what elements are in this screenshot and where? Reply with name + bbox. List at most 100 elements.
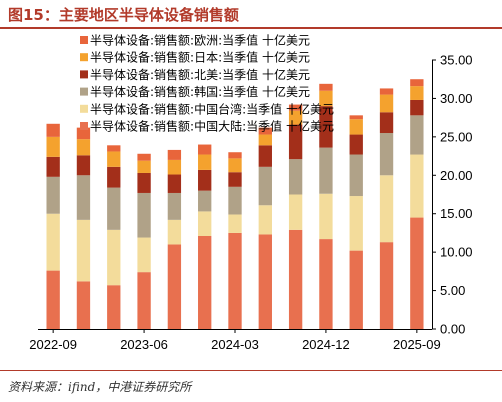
bar-segment-2-5 <box>198 190 212 212</box>
legend-swatch-5 <box>80 36 88 44</box>
bar-segment-3-9 <box>319 106 333 148</box>
legend-swatch-3 <box>80 70 88 79</box>
bar-segment-5-1 <box>76 127 91 140</box>
bar-segment-5-11 <box>379 88 394 95</box>
x-tick-label-0: 2022-09 <box>29 337 77 352</box>
bar-segment-4-10 <box>349 119 363 135</box>
bar-segment-2-8 <box>288 159 303 195</box>
bar-segment-1-4 <box>167 219 182 245</box>
y-tick-label-1: 5.00 <box>440 283 465 298</box>
bar-segment-3-6 <box>228 172 242 187</box>
x-tick-label-4: 2025-09 <box>393 337 441 352</box>
bar-segment-3-7 <box>258 145 272 167</box>
bar-segment-0-7 <box>258 234 272 329</box>
y-tick-label-0: 0.00 <box>440 322 465 337</box>
bar-segment-0-2 <box>107 285 121 329</box>
x-tick-label-3: 2024-12 <box>302 337 350 352</box>
bar-segment-1-0 <box>46 213 60 271</box>
legend-label-5: 半导体设备:销售额:欧洲:当季值 十亿美元 <box>90 33 310 48</box>
footer-rule <box>0 370 502 371</box>
bar-segment-1-8 <box>288 194 303 230</box>
bar-segment-4-12 <box>410 86 424 100</box>
legend-swatch-2 <box>80 87 88 96</box>
figure-title: 图15：主要地区半导体设备销售额 <box>8 6 239 24</box>
bar-segment-3-4 <box>167 174 182 193</box>
bar-segment-3-11 <box>379 112 394 134</box>
bar-segment-2-10 <box>349 154 363 197</box>
bar-segment-0-6 <box>228 232 242 329</box>
bar-segment-2-1 <box>76 175 91 220</box>
bar-segment-5-5 <box>198 144 212 155</box>
bar-segment-4-1 <box>76 139 91 156</box>
bar-segment-4-5 <box>198 154 212 170</box>
bars-layer <box>46 79 424 329</box>
y-tick-label-2: 10.00 <box>440 245 473 260</box>
bar-segment-5-12 <box>410 79 424 87</box>
y-tick-label-3: 15.00 <box>440 206 473 221</box>
bar-segment-4-9 <box>319 90 333 107</box>
bar-segment-4-11 <box>379 94 394 113</box>
y-tick-label-6: 30.00 <box>440 91 473 106</box>
bar-segment-1-3 <box>137 237 151 273</box>
bar-segment-5-7 <box>258 127 272 135</box>
bar-segment-4-6 <box>228 158 242 173</box>
bar-segment-0-8 <box>288 229 303 329</box>
legend-swatch-1 <box>80 104 88 113</box>
y-tick-label-4: 20.00 <box>440 168 473 183</box>
bar-segment-0-4 <box>167 244 182 329</box>
bar-segment-1-6 <box>228 214 242 233</box>
bar-segment-2-12 <box>410 115 424 155</box>
bar-segment-0-5 <box>198 236 212 329</box>
bar-segment-4-4 <box>167 159 182 175</box>
bar-segment-2-9 <box>319 147 333 194</box>
legend-swatch-4 <box>80 53 88 62</box>
bar-segment-0-1 <box>76 281 91 329</box>
bar-segment-0-10 <box>349 250 363 329</box>
bar-segment-0-9 <box>319 239 333 329</box>
bar-segment-5-4 <box>167 149 182 160</box>
bar-segment-2-2 <box>107 187 121 230</box>
bar-segment-1-1 <box>76 219 91 282</box>
bar-segment-2-0 <box>46 176 60 214</box>
bar-segment-2-11 <box>379 133 394 176</box>
y-tick-label-5: 25.00 <box>440 129 473 144</box>
bar-segment-4-0 <box>46 136 60 157</box>
bar-segment-5-9 <box>319 83 333 91</box>
bar-segment-0-3 <box>137 272 151 329</box>
bar-segment-3-0 <box>46 156 60 177</box>
bar-segment-0-0 <box>46 270 60 329</box>
legend-swatch-0 <box>80 122 88 130</box>
bar-segment-5-8 <box>288 104 303 111</box>
legend-label-0: 半导体设备:销售额:中国大陆:当季值 十亿美元 <box>90 119 334 134</box>
legend-label-1: 半导体设备:销售额:中国台湾:当季值 十亿美元 <box>90 101 334 116</box>
bar-segment-4-2 <box>107 151 121 167</box>
bar-segment-2-6 <box>228 186 242 215</box>
bar-segment-2-3 <box>137 192 151 238</box>
axis-layer: 0.00 5.00 10.00 15.00 20.00 25.00 30.00 35.00 20… <box>29 53 472 353</box>
legend-label-4: 半导体设备:销售额:日本:当季值 十亿美元 <box>90 50 310 65</box>
bar-segment-4-8 <box>288 110 303 125</box>
bar-segment-5-6 <box>228 152 242 159</box>
bar-segment-5-0 <box>46 123 60 137</box>
stacked-bar-chart: 0.00 5.00 10.00 15.00 20.00 25.00 30.00 35.00 20… <box>29 33 472 353</box>
bar-segment-3-3 <box>137 172 151 193</box>
bar-segment-5-10 <box>349 115 363 120</box>
y-tick-label-7: 35.00 <box>440 53 473 68</box>
source-note: 资料来源：ifind，中港证券研究所 <box>8 380 192 394</box>
bar-segment-1-12 <box>410 154 424 218</box>
bar-segment-4-7 <box>258 134 272 146</box>
bar-segment-0-11 <box>379 242 394 329</box>
bar-segment-1-7 <box>258 205 272 235</box>
bar-segment-3-5 <box>198 169 212 191</box>
bar-segment-3-10 <box>349 134 363 155</box>
bar-segment-0-12 <box>410 217 424 329</box>
x-tick-label-1: 2023-06 <box>120 337 168 352</box>
bar-segment-1-9 <box>319 193 333 240</box>
bar-segment-1-2 <box>107 229 121 286</box>
title-rule <box>0 27 502 29</box>
bar-segment-5-3 <box>137 153 151 161</box>
bar-segment-1-10 <box>349 196 363 251</box>
bar-segment-3-12 <box>410 99 424 116</box>
legend-label-2: 半导体设备:销售额:韩国:当季值 十亿美元 <box>90 84 310 99</box>
